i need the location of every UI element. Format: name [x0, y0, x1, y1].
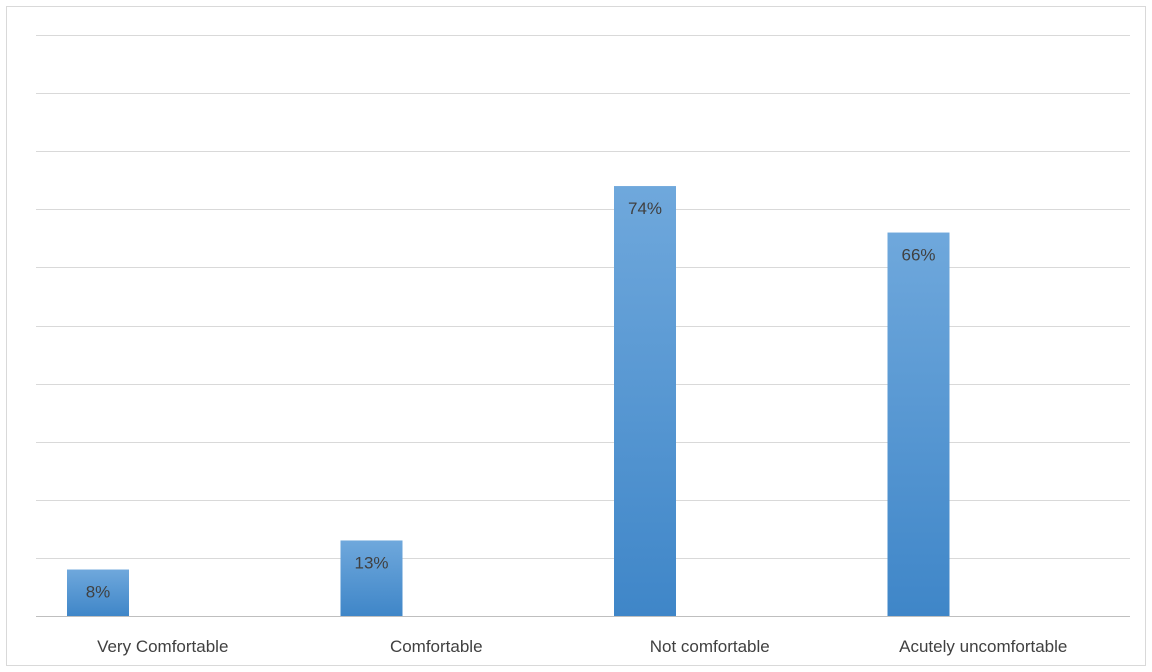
- category-label: Not comfortable: [650, 637, 770, 656]
- data-label: 13%: [354, 553, 388, 572]
- data-label: 66%: [901, 246, 935, 265]
- bar-comfortable: [340, 540, 403, 616]
- data-label: 8%: [86, 583, 111, 602]
- bar-not-comfortable: [614, 186, 676, 616]
- category-label: Very Comfortable: [97, 637, 228, 656]
- gridlines: [36, 35, 1130, 617]
- labels: 8% Very Comfortable 13% Comfortable 74% Not c…: [86, 199, 1068, 656]
- data-label: 74%: [628, 199, 662, 218]
- bars: [67, 186, 950, 617]
- category-label: Acutely uncomfortable: [899, 637, 1067, 656]
- chart-area: [6, 6, 1146, 666]
- bar-acutely-uncomfortable: [887, 232, 950, 617]
- category-label: Comfortable: [390, 637, 483, 656]
- bar-very-comfortable: [67, 569, 129, 616]
